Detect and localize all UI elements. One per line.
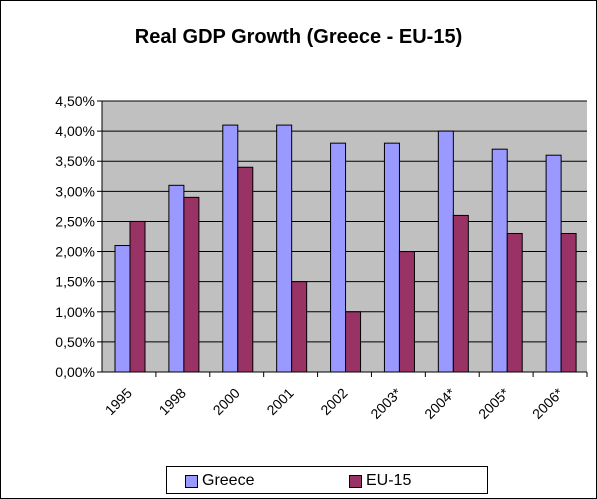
legend-item-greece: Greece xyxy=(185,472,254,490)
x-tick-label: 2000 xyxy=(209,385,242,418)
x-tick-label: 2003* xyxy=(367,384,405,422)
y-tick-label: 1,00% xyxy=(55,304,95,320)
bar-eu15-1998 xyxy=(183,196,200,373)
y-tick-label: 2,50% xyxy=(55,213,95,229)
x-tick-label: 2006* xyxy=(529,384,567,422)
bar-eu15-2001 xyxy=(291,281,308,373)
bar-greece-2000 xyxy=(222,124,239,373)
y-tick-label: 2,00% xyxy=(55,244,95,260)
bar-eu15-2005p xyxy=(506,232,523,373)
bar-eu15-1995 xyxy=(129,220,146,373)
x-tick-label: 2002 xyxy=(317,385,350,418)
y-tick-label: 0,50% xyxy=(55,334,95,350)
chart-title: Real GDP Growth (Greece - EU-15) xyxy=(134,26,463,48)
y-tick-label: 3,00% xyxy=(55,183,95,199)
bar-greece-1998 xyxy=(168,184,185,373)
bar-greece-2002 xyxy=(330,142,347,373)
x-tick-label: 1995 xyxy=(102,385,135,418)
bar-eu15-2000 xyxy=(237,166,254,373)
legend-item-eu15: EU-15 xyxy=(349,472,411,490)
y-tick-label: 3,50% xyxy=(55,153,95,169)
bar-eu15-2006p xyxy=(560,232,577,373)
chart-legend: Greece EU-15 xyxy=(166,466,488,494)
bar-greece-2004p xyxy=(437,130,454,373)
y-tick-label: 4,50% xyxy=(55,93,95,109)
bar-eu15-2002 xyxy=(345,311,362,373)
bar-greece-2001 xyxy=(276,124,293,373)
legend-label-greece: Greece xyxy=(202,472,255,489)
legend-label-eu15: EU-15 xyxy=(366,472,412,489)
y-tick-label: 4,00% xyxy=(55,123,95,139)
legend-swatch-greece xyxy=(185,474,198,488)
bar-greece-2003p xyxy=(383,142,400,373)
x-tick-label: 2005* xyxy=(475,384,513,422)
y-tick-label: 1,50% xyxy=(55,274,95,290)
bar-eu15-2003p xyxy=(398,251,415,373)
bar-greece-2006p xyxy=(545,154,562,373)
bar-greece-1995 xyxy=(114,245,131,373)
x-tick-label: 2001 xyxy=(263,385,296,418)
legend-swatch-eu15 xyxy=(349,474,362,488)
y-tick-label: 0,00% xyxy=(55,364,95,380)
bar-eu15-2004p xyxy=(452,214,469,373)
x-tick-label: 1998 xyxy=(156,385,189,418)
bar-greece-2005p xyxy=(491,148,508,373)
x-tick-label: 2004* xyxy=(421,384,459,422)
